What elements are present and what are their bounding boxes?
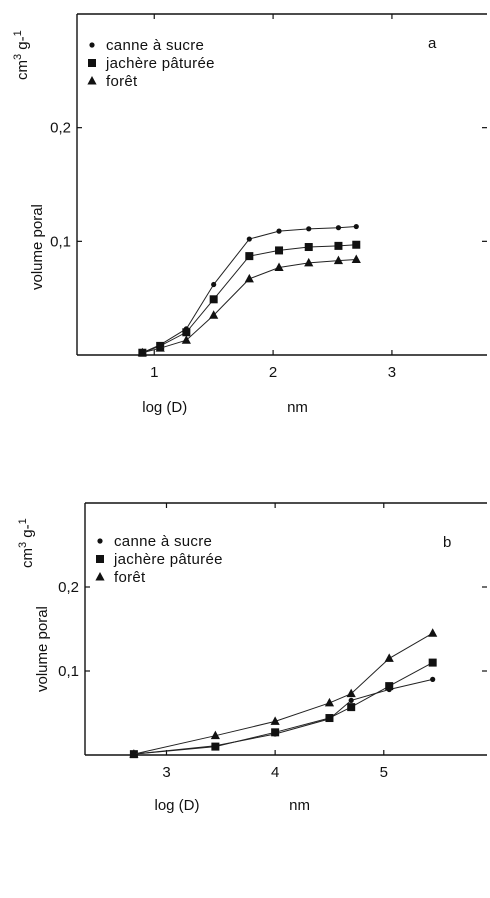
- panel-b-data-point: [271, 728, 280, 737]
- panel-b-legend-label: forêt: [114, 569, 146, 586]
- panel-a-data-point: [351, 254, 361, 264]
- panel-a-x-axis-unit: nm: [287, 399, 308, 416]
- panel-a-y-unit-part: g-: [14, 36, 31, 54]
- panel-a-x-tick-label: 2: [269, 364, 277, 381]
- panel-a-x-axis-label: log (D): [142, 399, 187, 416]
- panel-a-data-point: [334, 241, 343, 250]
- panel-b-y-axis-label: volume poral: [34, 606, 51, 692]
- panel-a-legend-marker: [89, 42, 95, 48]
- panel-b-x-axis-label: log (D): [154, 797, 199, 814]
- panel-a-data-point: [353, 223, 359, 230]
- panel-a-data-point: [209, 295, 218, 304]
- panel-b-data-point: [430, 676, 436, 683]
- panel-a-data-point: [181, 335, 191, 344]
- panel-b-series-line: [133, 662, 433, 755]
- panel-b-data-point: [210, 730, 220, 740]
- panel-a-y-tick-label: 0,2: [50, 120, 71, 137]
- panel-a-data-point: [245, 252, 254, 261]
- panel-b-y-unit-part: 3: [17, 542, 29, 548]
- panel-a-y-axis-label: volume poral: [29, 204, 46, 290]
- panel-b-y-axis-unit: cm3 g-1: [17, 518, 36, 568]
- panel-b-data-point: [325, 714, 334, 723]
- panel-a-y-unit-part: 1: [12, 30, 24, 36]
- panel-a-legend-marker: [88, 59, 96, 67]
- panel-b-y-tick-label: 0,2: [58, 579, 79, 596]
- panel-a-y-unit-part: 3: [12, 54, 24, 60]
- panel-a-data-point: [244, 273, 254, 283]
- panel-a-data-point: [276, 228, 282, 234]
- panel-b-data-point: [428, 658, 437, 667]
- panel-a-x-tick-label: 3: [388, 364, 396, 381]
- panel-a-data-point: [275, 246, 284, 255]
- panel-a-data-point: [137, 347, 147, 357]
- panel-a-data-point: [209, 310, 219, 319]
- panel-a-data-point: [306, 226, 312, 232]
- panel-b-panel-label: b: [443, 534, 451, 551]
- panel-a-data-point: [333, 255, 344, 265]
- panel-b-legend-label: canne à sucre: [114, 533, 212, 550]
- panel-a-data-point: [335, 225, 342, 231]
- panel-a-legend-marker: [87, 76, 97, 85]
- panel-a-data-point: [155, 343, 165, 352]
- panel-a-y-unit-part: cm: [14, 60, 31, 80]
- panel-a-data-point: [304, 257, 314, 267]
- panel-b-data-point: [129, 749, 139, 758]
- panel-a-data-point: [274, 262, 284, 271]
- panel-b-y-unit-part: 1: [17, 518, 29, 524]
- panel-a-y-axis-unit: cm3 g-1: [12, 30, 31, 80]
- panel-a-series-circle: [139, 223, 359, 356]
- panel-b-legend-label: jachère pâturée: [113, 551, 223, 568]
- panel-b-series-line: [133, 632, 433, 755]
- panel-a-data-point: [352, 240, 361, 249]
- panel-a-legend-label: jachère pâturée: [105, 55, 215, 72]
- panel-b-legend-marker: [96, 555, 104, 563]
- panel-b-data-point: [346, 688, 356, 698]
- panel-a-y-tick-label: 0,1: [50, 233, 71, 250]
- panel-a-panel-label: a: [428, 35, 437, 52]
- panel-b-x-tick-label: 3: [162, 764, 170, 781]
- panel-a-legend-label: canne à sucre: [106, 37, 204, 54]
- panel-b-data-point: [270, 716, 280, 725]
- panel-a-data-point: [182, 328, 191, 337]
- panel-a-data-point: [211, 281, 217, 288]
- panel-b-x-tick-label: 4: [271, 764, 279, 781]
- panel-b-legend-marker: [97, 538, 103, 544]
- panel-b-y-tick-label: 0,1: [58, 663, 79, 680]
- panel-b-data-point: [428, 628, 438, 637]
- panel-a-series-square: [138, 240, 361, 357]
- panel-b-legend-marker: [95, 572, 105, 581]
- panel-b-series-square: [129, 658, 437, 759]
- panel-b-data-point: [324, 697, 335, 707]
- panel-a-x-tick-label: 1: [150, 364, 158, 381]
- panel-b-data-point: [211, 742, 220, 751]
- panel-b-y-unit-part: g-: [19, 524, 36, 542]
- panel-b-y-unit-part: cm: [19, 548, 36, 568]
- panel-a-series-line: [142, 226, 357, 354]
- panel-b-x-tick-label: 5: [380, 764, 388, 781]
- panel-a-data-point: [246, 236, 252, 242]
- panel-b-data-point: [347, 703, 356, 712]
- panel-b-x-axis-unit: nm: [289, 797, 310, 814]
- panel-a-data-point: [304, 243, 313, 252]
- panel-a-series-triangle: [137, 254, 361, 357]
- panel-b-data-point: [385, 682, 394, 691]
- panel-a-legend-label: forêt: [106, 73, 138, 90]
- panel-b-data-point: [348, 697, 354, 704]
- panel-b-data-point: [384, 653, 394, 662]
- panel-b-series-triangle: [129, 628, 438, 758]
